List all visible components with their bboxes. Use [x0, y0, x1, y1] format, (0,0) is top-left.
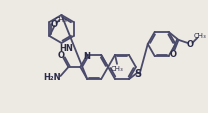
Text: S: S	[134, 68, 141, 78]
Text: O: O	[170, 50, 177, 59]
Text: O: O	[58, 51, 65, 60]
Text: HN: HN	[59, 43, 73, 52]
Text: CH₃: CH₃	[194, 33, 207, 39]
Text: H₂N: H₂N	[43, 73, 60, 82]
Text: CH₃: CH₃	[111, 65, 123, 71]
Text: O: O	[187, 40, 194, 49]
Text: N: N	[83, 52, 90, 61]
Text: CH₃: CH₃	[55, 17, 68, 23]
Text: O: O	[51, 19, 58, 28]
